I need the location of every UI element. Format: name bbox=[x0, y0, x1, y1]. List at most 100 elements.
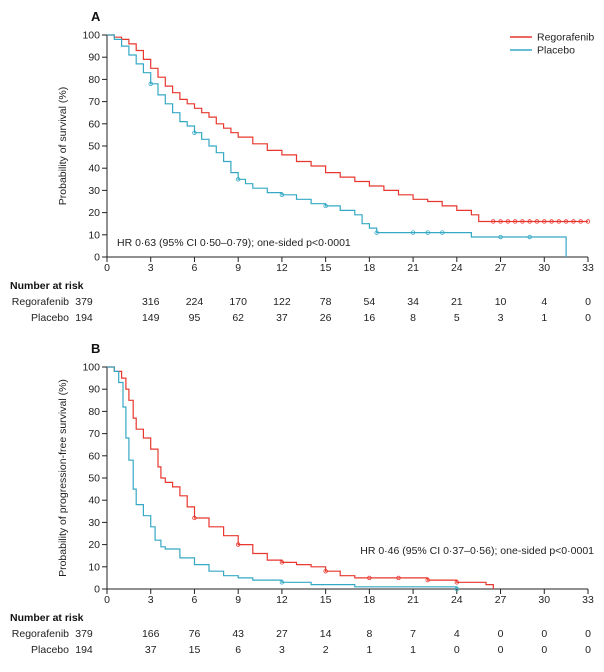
risk-value: 7 bbox=[410, 628, 416, 640]
y-tick-label: 50 bbox=[88, 473, 100, 485]
y-tick-label: 80 bbox=[88, 74, 100, 86]
y-tick-label: 70 bbox=[88, 428, 100, 440]
risk-value: 21 bbox=[451, 296, 463, 308]
x-tick-label: 21 bbox=[407, 594, 419, 606]
x-tick-label: 27 bbox=[495, 594, 507, 606]
y-tick-label: 80 bbox=[88, 406, 100, 418]
y-tick-label: 60 bbox=[88, 450, 100, 462]
risk-value: 0 bbox=[541, 644, 547, 656]
risk-value: 379 bbox=[75, 628, 93, 640]
censor-mark-placebo bbox=[279, 580, 285, 585]
risk-row-label-placebo: Placebo bbox=[31, 644, 69, 656]
censor-mark-regorafenib bbox=[454, 580, 460, 585]
x-tick-label: 30 bbox=[538, 262, 550, 274]
risk-value: 37 bbox=[276, 312, 288, 324]
risk-value: 1 bbox=[541, 312, 547, 324]
y-tick-label: 60 bbox=[88, 118, 100, 130]
y-tick-label: 10 bbox=[88, 229, 100, 241]
censor-mark-placebo bbox=[425, 230, 430, 235]
x-tick-label: 21 bbox=[407, 262, 419, 274]
risk-value: 54 bbox=[364, 296, 376, 308]
censor-mark-regorafenib bbox=[563, 219, 569, 224]
risk-value: 5 bbox=[454, 312, 460, 324]
censor-mark-regorafenib bbox=[396, 575, 401, 581]
series-line-placebo bbox=[107, 34, 567, 257]
x-tick-label: 3 bbox=[148, 262, 154, 274]
censor-mark-regorafenib bbox=[491, 219, 496, 224]
risk-value: 0 bbox=[585, 296, 591, 308]
risk-value: 16 bbox=[364, 312, 376, 324]
legend-label-regorafenib: Regorafenib bbox=[537, 32, 594, 44]
x-tick-label: 18 bbox=[364, 594, 376, 606]
y-tick-label: 30 bbox=[88, 517, 100, 529]
risk-value: 8 bbox=[366, 628, 372, 640]
x-tick-label: 0 bbox=[104, 594, 110, 606]
risk-value: 0 bbox=[498, 644, 504, 656]
censor-mark-placebo bbox=[440, 230, 445, 235]
risk-value: 6 bbox=[235, 644, 241, 656]
x-tick-label: 9 bbox=[235, 594, 241, 606]
risk-value: 76 bbox=[189, 628, 201, 640]
censor-mark-regorafenib bbox=[425, 577, 430, 583]
censor-mark-placebo bbox=[498, 234, 503, 240]
censor-mark-regorafenib bbox=[578, 219, 583, 224]
risk-value: 14 bbox=[320, 628, 332, 640]
censor-mark-regorafenib bbox=[498, 219, 503, 224]
risk-value: 379 bbox=[75, 296, 93, 308]
censor-mark-regorafenib bbox=[279, 560, 285, 565]
risk-value: 10 bbox=[495, 296, 507, 308]
y-tick-label: 20 bbox=[88, 207, 100, 219]
risk-value: 0 bbox=[454, 644, 460, 656]
risk-row-label-placebo: Placebo bbox=[31, 312, 69, 324]
censor-mark-placebo bbox=[410, 230, 416, 235]
panel-letter: A bbox=[91, 9, 101, 24]
risk-value: 26 bbox=[320, 312, 332, 324]
risk-row-label-regorafenib: Regorafenib bbox=[12, 628, 69, 640]
y-tick-label: 0 bbox=[94, 252, 100, 264]
risk-value: 43 bbox=[232, 628, 244, 640]
y-tick-label: 40 bbox=[88, 163, 100, 175]
censor-mark-regorafenib bbox=[571, 219, 576, 224]
y-tick-label: 10 bbox=[88, 561, 100, 573]
risk-value: 3 bbox=[498, 312, 504, 324]
censor-mark-regorafenib bbox=[512, 219, 518, 224]
risk-value: 0 bbox=[498, 628, 504, 640]
censor-mark-placebo bbox=[374, 230, 379, 235]
y-tick-label: 0 bbox=[94, 584, 100, 596]
number-at-risk-heading: Number at risk bbox=[10, 612, 84, 624]
x-tick-label: 6 bbox=[192, 262, 198, 274]
censor-mark-placebo bbox=[235, 177, 241, 182]
censor-mark-placebo bbox=[454, 586, 460, 592]
x-tick-label: 33 bbox=[582, 262, 594, 274]
censor-mark-regorafenib bbox=[556, 219, 562, 224]
y-tick-label: 90 bbox=[88, 384, 100, 396]
risk-value: 0 bbox=[585, 644, 591, 656]
censor-mark-placebo bbox=[323, 203, 328, 209]
y-tick-label: 90 bbox=[88, 52, 100, 64]
risk-value: 78 bbox=[320, 296, 332, 308]
censor-mark-regorafenib bbox=[367, 575, 372, 581]
x-tick-label: 24 bbox=[451, 262, 463, 274]
censor-mark-regorafenib bbox=[585, 219, 591, 224]
risk-value: 15 bbox=[189, 644, 201, 656]
censor-mark-placebo bbox=[527, 234, 532, 240]
y-tick-label: 100 bbox=[82, 30, 100, 42]
risk-value: 4 bbox=[541, 296, 547, 308]
x-tick-label: 12 bbox=[276, 262, 288, 274]
censor-mark-regorafenib bbox=[192, 515, 197, 521]
y-tick-label: 100 bbox=[82, 362, 100, 374]
censor-mark-placebo bbox=[148, 81, 153, 87]
censor-mark-regorafenib bbox=[235, 542, 241, 547]
risk-value: 34 bbox=[407, 296, 419, 308]
series-line-regorafenib bbox=[107, 366, 494, 589]
risk-value: 62 bbox=[232, 312, 244, 324]
x-tick-label: 6 bbox=[192, 594, 198, 606]
risk-value: 4 bbox=[454, 628, 460, 640]
risk-value: 3 bbox=[279, 644, 285, 656]
x-tick-label: 0 bbox=[104, 262, 110, 274]
censor-mark-regorafenib bbox=[534, 219, 540, 224]
hazard-ratio-annotation: HR 0·46 (95% CI 0·37–0·56); one-sided p<… bbox=[360, 545, 594, 557]
